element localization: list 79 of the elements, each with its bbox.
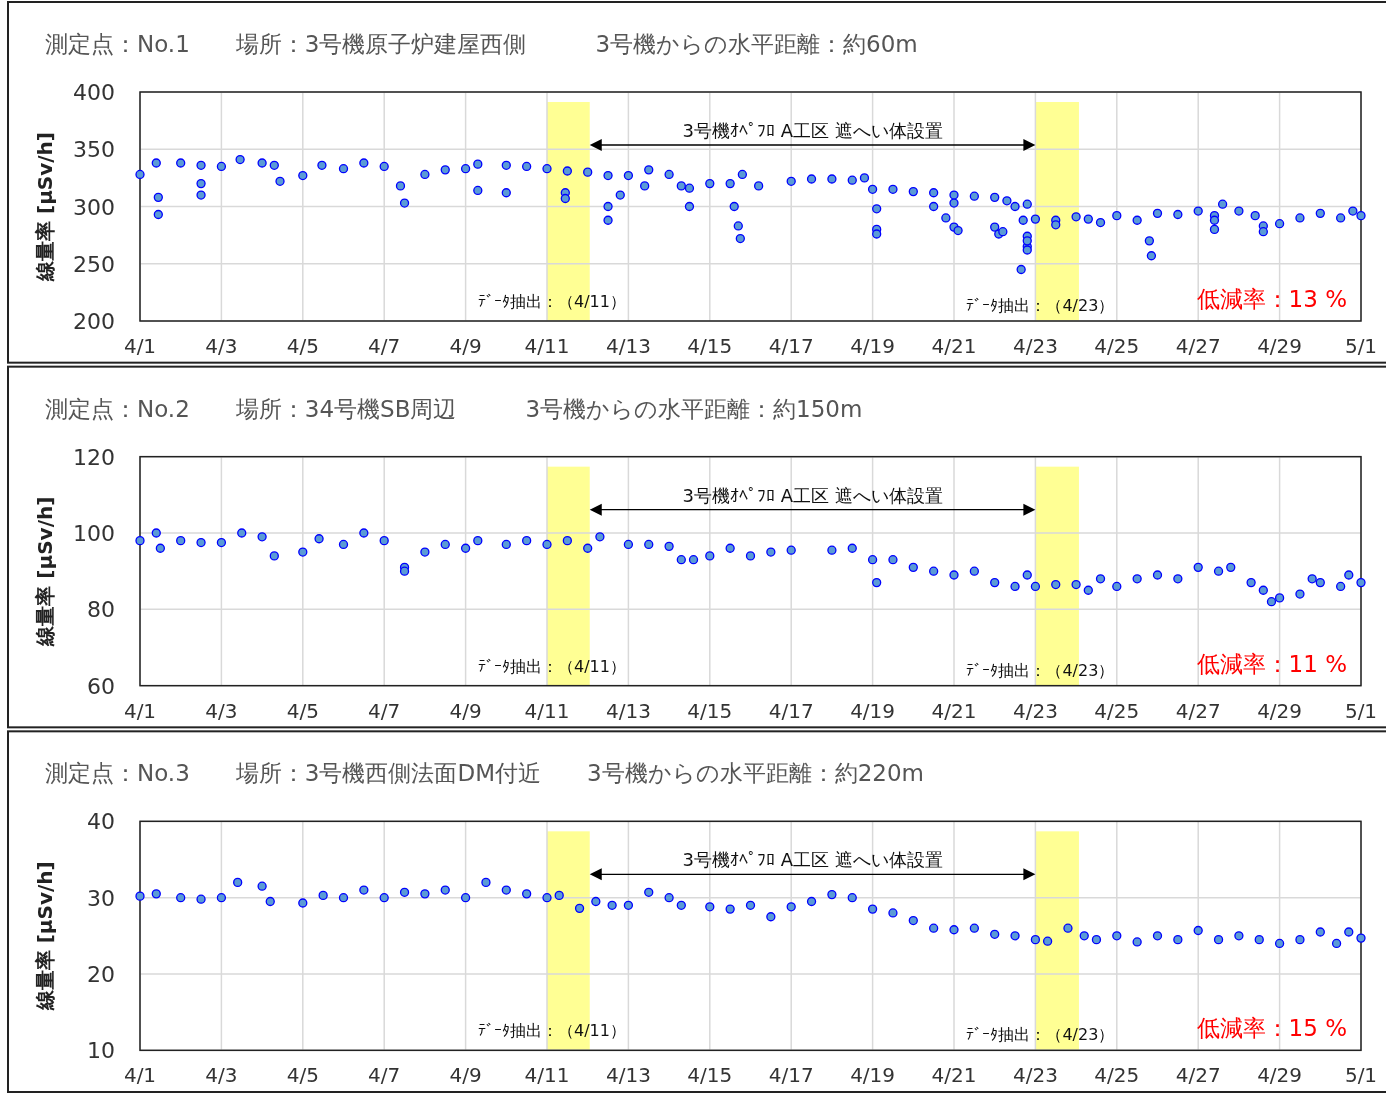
y-tick-label: 300 [73,194,115,220]
annotation: 3号機ｵﾍﾟﾌﾛ A工区 遮へい体設置 [682,484,943,506]
x-tick-label: 4/5 [286,1063,319,1088]
annotation: 低減率：11 % [1196,650,1347,677]
x-tick-label: 4/21 [931,1063,977,1088]
y-tick-label: 20 [87,962,115,987]
x-tick-label: 4/3 [205,698,238,723]
band-label: ﾃﾞｰﾀ抽出：（4/11） [478,292,626,311]
x-tick-label: 4/3 [205,1063,238,1088]
chart-title: 測定点：No.2 場所：34号機SB周辺 3号機からの水平距離：約150m [45,395,863,422]
x-tick-label: 5/1 [1344,334,1378,358]
x-tick-label: 4/27 [1175,698,1221,723]
x-tick-label: 4/15 [687,698,733,723]
annotation: 3号機ｵﾍﾟﾌﾛ A工区 遮へい体設置 [682,849,943,871]
x-tick-label: 4/17 [768,1063,814,1088]
band-label: ﾃﾞｰﾀ抽出：（4/23） [966,296,1115,315]
x-tick-label: 4/13 [605,1063,651,1088]
x-tick-label: 4/5 [286,334,319,358]
band-label: ﾃﾞｰﾀ抽出：（4/11） [478,1021,626,1041]
x-tick-label: 4/17 [768,334,814,358]
x-tick-label: 4/23 [1012,698,1058,723]
x-tick-label: 4/1 [123,1063,157,1088]
x-tick-label: 4/15 [687,334,733,358]
y-tick-label: 400 [73,80,115,105]
y-tick-label: 10 [87,1038,115,1064]
y-tick-label: 350 [73,137,115,163]
band-label: ﾃﾞｰﾀ抽出：（4/23） [966,1025,1115,1045]
y-tick-label: 100 [73,521,115,546]
x-tick-label: 4/7 [368,1063,401,1088]
y-axis-title: 線量率 [μSv/h] [33,496,57,647]
x-tick-label: 4/19 [850,698,896,723]
band-label: ﾃﾞｰﾀ抽出：（4/23） [966,660,1115,680]
x-tick-label: 4/11 [524,1063,570,1088]
x-tick-label: 4/29 [1257,698,1303,723]
x-tick-label: 4/19 [850,1063,896,1088]
x-tick-label: 4/23 [1012,334,1058,358]
x-tick-label: 4/15 [687,1063,733,1088]
x-tick-label: 4/1 [123,334,157,358]
x-tick-label: 4/7 [368,698,401,723]
x-tick-label: 4/3 [205,334,238,358]
x-tick-label: 4/11 [524,334,570,358]
x-tick-label: 4/19 [850,334,896,358]
annotation: 低減率：15 % [1196,1015,1347,1042]
x-tick-label: 4/5 [286,698,319,723]
x-tick-label: 4/11 [524,698,570,723]
x-tick-label: 4/25 [1094,334,1140,358]
x-tick-label: 4/29 [1257,334,1303,358]
annotation: 低減率：13 % [1196,286,1347,312]
y-axis-title: 線量率 [μSv/h] [33,132,57,282]
x-tick-label: 4/23 [1012,1063,1058,1088]
x-tick-label: 4/9 [449,698,482,723]
x-tick-label: 4/9 [449,1063,482,1088]
x-tick-label: 5/1 [1344,1063,1378,1088]
y-axis-title: 線量率 [μSv/h] [33,861,57,1012]
y-tick-label: 80 [87,597,115,623]
x-tick-label: 4/25 [1094,1063,1140,1088]
band-label: ﾃﾞｰﾀ抽出：（4/11） [478,656,626,676]
x-tick-label: 4/21 [931,334,977,358]
x-tick-label: 5/1 [1344,698,1378,723]
x-tick-label: 4/13 [605,698,651,723]
x-tick-label: 4/17 [768,698,814,723]
x-tick-label: 4/9 [449,334,482,358]
y-tick-label: 120 [73,444,115,470]
x-tick-label: 4/1 [123,698,157,723]
y-tick-label: 200 [73,309,115,334]
x-tick-label: 4/25 [1094,698,1140,723]
x-tick-label: 4/27 [1175,334,1221,358]
chart-title: 測定点：No.1 場所：3号機原子炉建屋西側 3号機からの水平距離：約60m [45,31,918,57]
chart-title: 測定点：No.3 場所：3号機西側法面DM付近 3号機からの水平距離：約220m [45,760,924,787]
x-tick-label: 4/29 [1257,1063,1303,1088]
y-tick-label: 60 [87,673,115,699]
y-tick-label: 30 [87,885,115,911]
x-tick-label: 4/13 [605,334,651,358]
y-tick-label: 40 [87,809,115,835]
y-tick-label: 250 [73,251,115,277]
x-tick-label: 4/21 [931,698,977,723]
annotation: 3号機ｵﾍﾟﾌﾛ A工区 遮へい体設置 [682,120,943,141]
x-tick-label: 4/27 [1175,1063,1221,1088]
x-tick-label: 4/7 [368,334,401,358]
